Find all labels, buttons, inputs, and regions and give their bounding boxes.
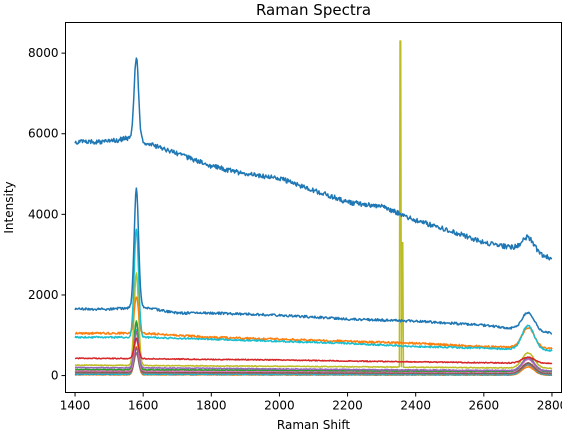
spectrum-line xyxy=(74,228,553,352)
x-tick-label: 2200 xyxy=(332,399,363,413)
x-tick-label: 1800 xyxy=(196,399,227,413)
chart-title: Raman Spectra xyxy=(256,1,371,19)
spectrum-line xyxy=(74,337,553,365)
y-tick-label: 6000 xyxy=(28,127,59,141)
spectrum-line xyxy=(74,57,553,261)
y-tick-label: 2000 xyxy=(28,288,59,302)
spectrum-line xyxy=(74,40,553,370)
y-tick-label: 8000 xyxy=(28,46,59,60)
x-tick-label: 2000 xyxy=(264,399,295,413)
plot-lines xyxy=(74,40,553,377)
y-tick-label: 4000 xyxy=(28,207,59,221)
spectrum-line xyxy=(74,347,553,375)
x-tick-label: 1600 xyxy=(128,399,159,413)
y-axis-label: Intensity xyxy=(2,181,16,233)
x-tick-label: 1400 xyxy=(60,399,91,413)
x-axis-label: Raman Shift xyxy=(277,418,350,432)
y-axis: 0 2000 4000 6000 8000 xyxy=(28,46,66,383)
spectrum-line xyxy=(74,296,553,350)
x-tick-label: 2600 xyxy=(469,399,500,413)
spectrum-line xyxy=(74,187,553,335)
x-tick-label: 2400 xyxy=(400,399,431,413)
spectrum-line xyxy=(74,330,553,372)
y-tick-label: 0 xyxy=(51,369,59,383)
